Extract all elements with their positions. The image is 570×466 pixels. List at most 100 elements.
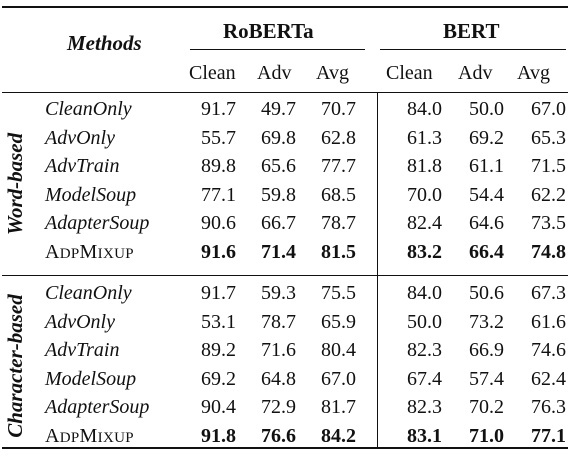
subheader-bert-avg: Avg — [517, 62, 550, 84]
table-cell: 91.7 — [201, 282, 236, 304]
table-cell: 71.5 — [531, 155, 566, 177]
table-cell: 67.0 — [531, 98, 566, 120]
table-cell: 82.3 — [407, 339, 442, 361]
table-cell: 74.8 — [531, 240, 566, 263]
roberta-underline — [190, 49, 365, 50]
table-cell: 53.1 — [201, 310, 236, 333]
method-name: AdvTrain — [45, 339, 120, 361]
table-cell: 76.3 — [531, 396, 566, 418]
method-name: AdapterSoup — [45, 396, 150, 418]
method-name: AdvOnly — [45, 126, 115, 149]
column-divider-lower — [377, 276, 378, 447]
table-cell: 83.2 — [407, 240, 442, 263]
table-cell: 61.1 — [469, 155, 504, 177]
table-cell: 84.2 — [321, 424, 356, 447]
table-cell: 65.9 — [321, 310, 356, 333]
table-cell: 49.7 — [261, 98, 296, 120]
table-cell: 70.2 — [469, 396, 504, 418]
table-cell: 62.8 — [321, 126, 356, 149]
table-cell: 81.5 — [321, 240, 356, 263]
table-cell: 71.0 — [469, 424, 504, 447]
table-cell: 74.6 — [531, 339, 566, 361]
table-cell: 89.2 — [201, 339, 236, 361]
table-cell: 64.6 — [469, 212, 504, 234]
table-cell: 70.0 — [407, 183, 442, 206]
table-cell: 91.6 — [201, 240, 236, 263]
table-cell: 61.3 — [407, 126, 442, 149]
method-name: AdapterSoup — [45, 212, 150, 234]
table-cell: 59.3 — [261, 282, 296, 304]
table-cell: 50.0 — [469, 98, 504, 120]
subheader-roberta-clean: Clean — [189, 62, 236, 84]
method-name: CleanOnly — [45, 282, 132, 304]
bottom-rule — [2, 447, 568, 449]
table-cell: 67.4 — [407, 367, 442, 390]
methods-header: Methods — [67, 31, 142, 55]
table-cell: 73.2 — [469, 310, 504, 333]
table-cell: 78.7 — [321, 212, 356, 234]
table-cell: 73.5 — [531, 212, 566, 234]
header-rule — [2, 92, 568, 93]
column-divider-upper — [377, 92, 378, 275]
table-cell: 50.0 — [407, 310, 442, 333]
method-name: CleanOnly — [45, 98, 132, 120]
subheader-bert-clean: Clean — [386, 62, 433, 84]
table-cell: 71.6 — [261, 339, 296, 361]
subheader-roberta-avg: Avg — [316, 62, 349, 84]
method-name: ADPMIXUP — [45, 240, 134, 263]
table-cell: 55.7 — [201, 126, 236, 149]
table-cell: 84.0 — [407, 282, 442, 304]
method-name: AdvTrain — [45, 155, 120, 177]
table-cell: 82.4 — [407, 212, 442, 234]
table-cell: 54.4 — [469, 183, 504, 206]
table-cell: 59.8 — [261, 183, 296, 206]
table-cell: 81.7 — [321, 396, 356, 418]
table-cell: 50.6 — [469, 282, 504, 304]
bert-header: BERT — [443, 19, 500, 43]
table-cell: 72.9 — [261, 396, 296, 418]
table-cell: 81.8 — [407, 155, 442, 177]
table-cell: 65.3 — [531, 126, 566, 149]
subheader-bert-adv: Adv — [458, 62, 493, 84]
table-cell: 77.1 — [201, 183, 236, 206]
table-cell: 57.4 — [469, 367, 504, 390]
table-cell: 70.7 — [321, 98, 356, 120]
method-name: AdvOnly — [45, 310, 115, 333]
top-rule — [2, 6, 568, 8]
subheader-roberta-adv: Adv — [257, 62, 292, 84]
group-rule — [2, 275, 568, 276]
table-cell: 77.1 — [531, 424, 566, 447]
method-name: ModelSoup — [45, 367, 137, 390]
roberta-header: RoBERTa — [223, 19, 314, 43]
bert-underline — [380, 49, 566, 50]
table-cell: 66.7 — [261, 212, 296, 234]
table-cell: 91.8 — [201, 424, 236, 447]
table-cell: 76.6 — [261, 424, 296, 447]
method-name: ADPMIXUP — [45, 424, 134, 447]
table-cell: 91.7 — [201, 98, 236, 120]
group-label-character-based: Character-based — [3, 294, 27, 438]
table-cell: 83.1 — [407, 424, 442, 447]
table-cell: 69.8 — [261, 126, 296, 149]
table-cell: 69.2 — [469, 126, 504, 149]
method-name: ModelSoup — [45, 183, 137, 206]
table-cell: 67.3 — [531, 282, 566, 304]
table-cell: 78.7 — [261, 310, 296, 333]
results-table: Methods RoBERTa BERT Clean Adv Avg Clean Adv… — [2, 6, 568, 449]
table-cell: 69.2 — [201, 367, 236, 390]
table-cell: 90.4 — [201, 396, 236, 418]
table-cell: 77.7 — [321, 155, 356, 177]
table-cell: 82.3 — [407, 396, 442, 418]
table-cell: 71.4 — [261, 240, 296, 263]
table-cell: 65.6 — [261, 155, 296, 177]
table-cell: 62.4 — [531, 367, 566, 390]
table-cell: 80.4 — [321, 339, 356, 361]
table-cell: 75.5 — [321, 282, 356, 304]
table-cell: 84.0 — [407, 98, 442, 120]
table-cell: 61.6 — [531, 310, 566, 333]
table-cell: 89.8 — [201, 155, 236, 177]
table-cell: 66.4 — [469, 240, 504, 263]
table-cell: 62.2 — [531, 183, 566, 206]
table-cell: 68.5 — [321, 183, 356, 206]
table-cell: 67.0 — [321, 367, 356, 390]
